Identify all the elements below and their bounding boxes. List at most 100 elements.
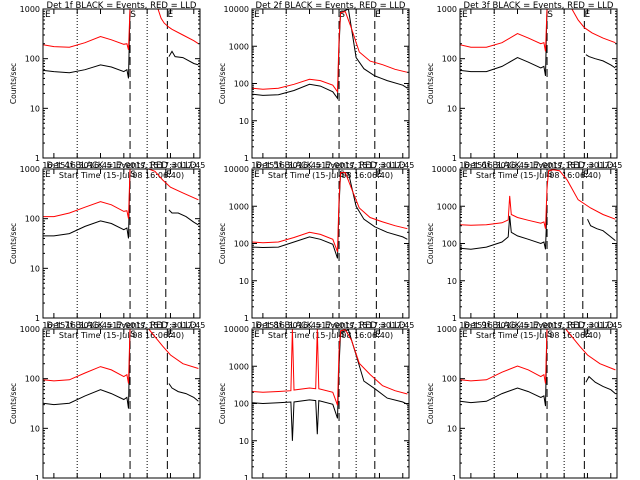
x-axis-label: Start Time (15-Jul-08 16:06:40) bbox=[476, 331, 601, 340]
x-tick-label: 16:45 bbox=[89, 321, 112, 330]
y-tick-label: 1000 bbox=[20, 325, 40, 334]
panel-p7: S E E 1 10 100 100016:1516:3016:4517:0017:1517… bbox=[9, 321, 201, 480]
y-tick-label: 10 bbox=[239, 117, 249, 126]
y-tick-label: 100 bbox=[25, 55, 40, 64]
y-tick-label: 1 bbox=[244, 314, 249, 323]
y-axis-label: Counts/sec bbox=[9, 63, 18, 104]
series-events-line bbox=[587, 218, 616, 241]
x-axis-label: Start Time (15-Jul-08 16:06:40) bbox=[59, 331, 184, 340]
y-axis-label: Counts/sec bbox=[218, 383, 227, 424]
marker-label-S: S bbox=[339, 10, 345, 20]
series-lld-line bbox=[43, 329, 131, 384]
y-tick-label: 10000 bbox=[224, 5, 249, 14]
x-tick-label: 17:45 bbox=[391, 321, 414, 330]
x-tick-label: 16:30 bbox=[66, 161, 89, 170]
marker-label-E: E bbox=[375, 330, 381, 340]
y-tick-label: 100 bbox=[234, 400, 249, 409]
corner-label: E bbox=[254, 170, 260, 180]
x-tick-label: 16:15 bbox=[251, 321, 274, 330]
x-tick-label: 17:30 bbox=[368, 321, 391, 330]
y-axis-label: Counts/sec bbox=[9, 383, 18, 424]
marker-label-S: S bbox=[130, 330, 136, 340]
series-lld-line bbox=[148, 169, 199, 201]
marker-label-S: S bbox=[130, 10, 136, 20]
x-tick-label: 16:45 bbox=[506, 161, 529, 170]
y-tick-label: 10 bbox=[30, 264, 40, 273]
x-tick-label: 16:45 bbox=[298, 161, 321, 170]
panel-p8: SEE11010010001000016:1516:3016:4517:0017… bbox=[218, 321, 410, 480]
y-tick-label: 10 bbox=[30, 104, 40, 113]
y-tick-label: 1000 bbox=[229, 202, 249, 211]
x-tick-label: 17:45 bbox=[182, 161, 205, 170]
series-events-line bbox=[168, 50, 199, 66]
y-tick-label: 100 bbox=[442, 375, 457, 384]
y-tick-label: 1 bbox=[452, 474, 457, 480]
series-lld-line bbox=[565, 329, 616, 371]
x-tick-label: 17:00 bbox=[112, 321, 135, 330]
marker-label-S: S bbox=[130, 170, 136, 180]
series-lld-line bbox=[43, 9, 131, 51]
plot-frame bbox=[251, 8, 410, 159]
marker-label-E: E bbox=[583, 170, 589, 180]
y-tick-label: 10 bbox=[30, 424, 40, 433]
x-axis-label: Start Time (15-Jul-08 16:06:40) bbox=[268, 171, 393, 180]
x-tick-label: 16:30 bbox=[483, 161, 506, 170]
panel-title: Det 2f BLACK = Events, RED = LLD bbox=[256, 1, 406, 11]
panel-title: Det 7f BLACK = Events, RED = LLD bbox=[47, 321, 197, 331]
y-tick-label: 1000 bbox=[229, 42, 249, 51]
corner-label: E bbox=[462, 170, 468, 180]
y-axis-label: Counts/sec bbox=[426, 63, 435, 104]
x-tick-label: 16:15 bbox=[42, 321, 65, 330]
y-axis-label: Counts/sec bbox=[218, 223, 227, 264]
marker-label-E: E bbox=[168, 330, 174, 340]
corner-label: E bbox=[45, 330, 51, 340]
plot-frame bbox=[42, 8, 201, 159]
y-tick-label: 10 bbox=[239, 437, 249, 446]
series-lld-line bbox=[252, 329, 408, 406]
x-tick-label: 17:00 bbox=[529, 161, 552, 170]
series-lld-line bbox=[460, 169, 616, 229]
series-events-line bbox=[168, 383, 199, 402]
series-events-line bbox=[585, 375, 616, 394]
marker-label-S: S bbox=[547, 170, 553, 180]
x-tick-label: 17:30 bbox=[576, 161, 599, 170]
x-tick-label: 17:00 bbox=[321, 321, 344, 330]
y-tick-label: 10000 bbox=[432, 165, 457, 174]
y-tick-label: 100 bbox=[25, 215, 40, 224]
y-axis-label: Counts/sec bbox=[426, 383, 435, 424]
x-tick-label: 16:45 bbox=[89, 161, 112, 170]
x-tick-label: 17:45 bbox=[391, 161, 414, 170]
series-lld-line bbox=[157, 9, 199, 45]
marker-label-S: S bbox=[339, 170, 345, 180]
series-lld-line bbox=[43, 169, 131, 219]
y-tick-label: 10000 bbox=[224, 325, 249, 334]
corner-label: E bbox=[254, 10, 260, 20]
y-axis-label: Counts/sec bbox=[9, 223, 18, 264]
y-axis-label: Counts/sec bbox=[426, 223, 435, 264]
series-events-line bbox=[43, 9, 131, 79]
x-axis-label: Start Time (15-Jul-08 16:06:40) bbox=[476, 171, 601, 180]
x-tick-label: 17:30 bbox=[368, 161, 391, 170]
y-tick-label: 1 bbox=[35, 474, 40, 480]
x-tick-label: 17:30 bbox=[576, 321, 599, 330]
corner-label: E bbox=[254, 330, 260, 340]
series-lld-line bbox=[571, 9, 616, 44]
series-events-line bbox=[252, 9, 408, 100]
series-lld-line bbox=[252, 11, 408, 94]
x-tick-label: 16:15 bbox=[459, 321, 482, 330]
y-tick-label: 1000 bbox=[437, 325, 457, 334]
y-tick-label: 1 bbox=[35, 154, 40, 163]
y-tick-label: 1000 bbox=[20, 5, 40, 14]
series-events-line bbox=[43, 329, 131, 409]
y-tick-label: 10000 bbox=[224, 165, 249, 174]
x-tick-label: 16:45 bbox=[298, 321, 321, 330]
plot-frame bbox=[459, 328, 618, 479]
series-lld-line bbox=[460, 329, 548, 384]
x-tick-label: 16:15 bbox=[251, 161, 274, 170]
x-tick-label: 17:15 bbox=[136, 321, 159, 330]
panel-title: Det 6f BLACK = Events, RED = LLD bbox=[464, 161, 614, 171]
